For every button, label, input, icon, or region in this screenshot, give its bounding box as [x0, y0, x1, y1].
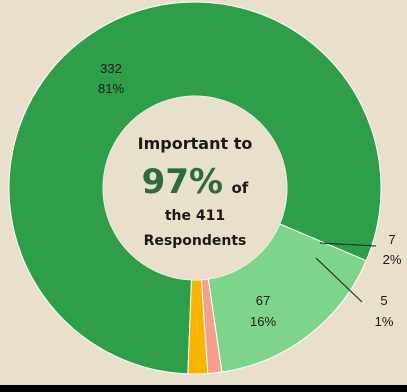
center-line-4: Respondents [144, 233, 247, 249]
slice-label-percent-1: 81% [98, 81, 124, 96]
center-big-line: 97% of [142, 162, 249, 202]
center-line-1: Important to [138, 134, 253, 153]
slice-label-count-2: 67 [256, 293, 270, 308]
slice-label-percent-2: 16% [250, 314, 276, 329]
center-of: of [232, 179, 249, 197]
slice-label-percent-4: 2% [383, 252, 402, 267]
center-line-3: the 411 [165, 208, 225, 224]
leader-line-4 [319, 242, 377, 247]
slice-label-percent-3: 1% [375, 314, 394, 329]
slice-label-count-3: 5 [380, 293, 387, 308]
donut-hole [103, 96, 287, 280]
slice-label-count-4: 7 [388, 232, 395, 247]
slice-label-count-1: 332 [100, 61, 122, 76]
center-percent: 97% [142, 162, 223, 202]
bottom-bar [0, 385, 407, 392]
leader-line-3 [315, 257, 363, 303]
